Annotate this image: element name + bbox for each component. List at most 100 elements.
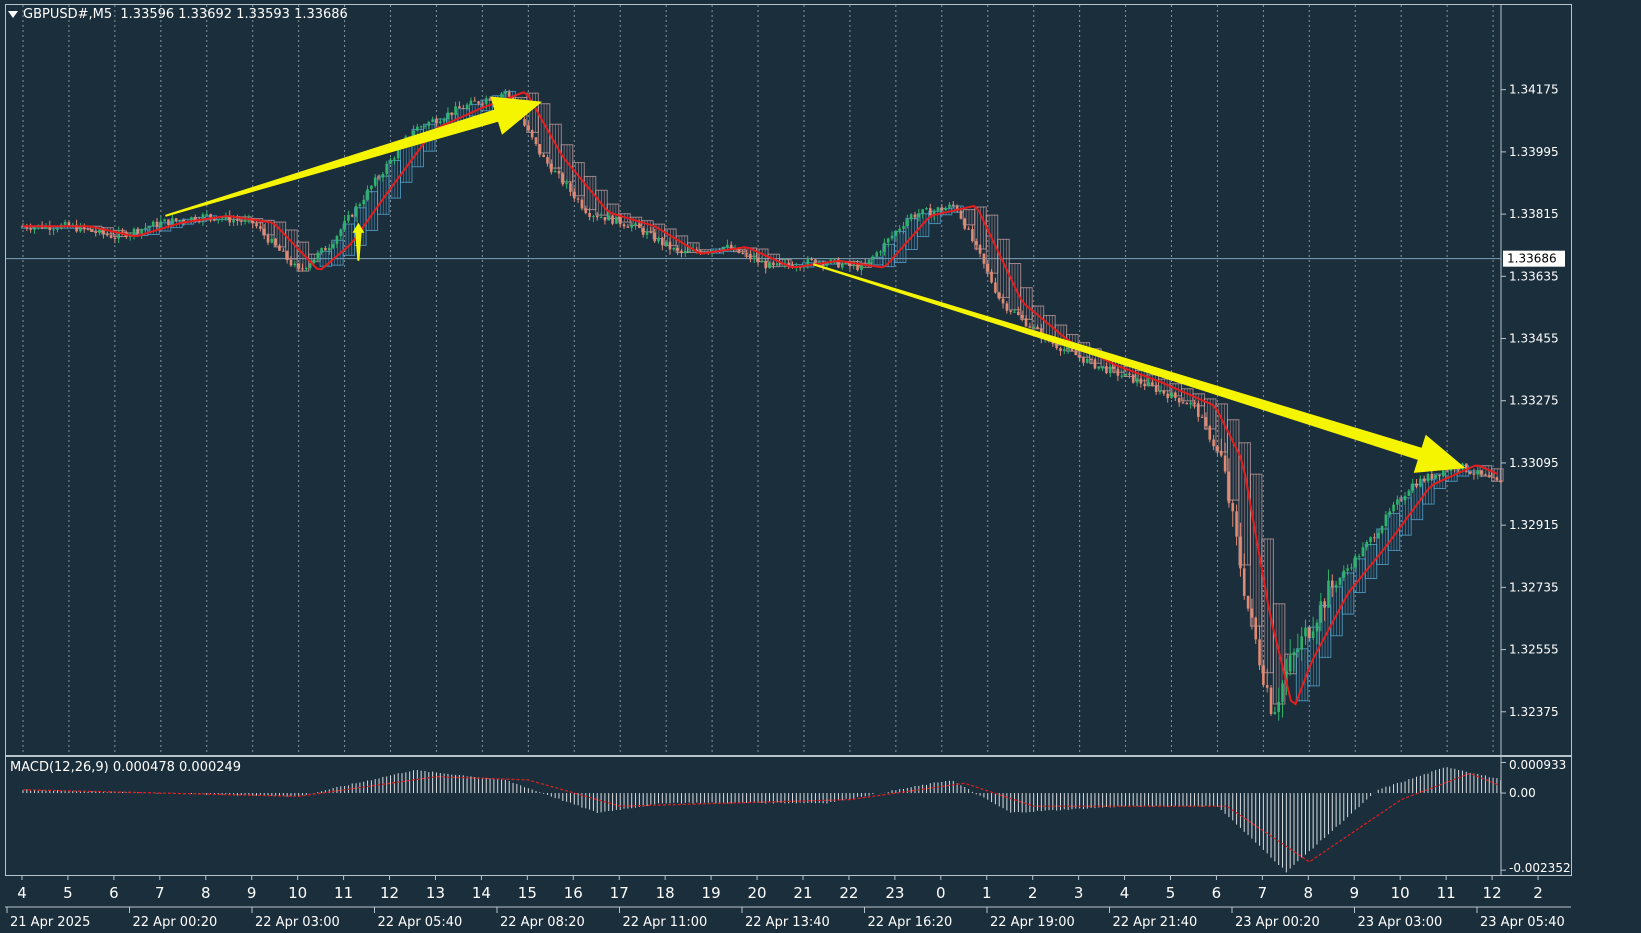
candle-body [974,241,978,245]
candle-body [879,251,882,253]
candle-body [909,214,913,220]
hour-label: 5 [63,884,73,902]
candle-body [1399,499,1403,501]
candle-body [327,247,331,251]
candle-body [477,101,480,104]
price-tick-label: 1.34175 [1509,83,1559,97]
candle-body [56,228,59,230]
candle-body [105,234,109,236]
candle-body [1288,655,1292,672]
candle-body [1484,474,1487,476]
candle-body [1373,537,1376,539]
candle-body [1128,373,1131,375]
candle-body [814,259,817,265]
candle-body [1216,446,1219,451]
trend-arrow [165,96,543,217]
price-chart-panel[interactable]: GBPUSD#,M5 1.33596 1.33692 1.33593 1.336… [5,4,1572,756]
candle-body [1384,514,1388,527]
candle-body [63,222,67,225]
candle-body [1070,347,1074,351]
candle-body [1162,390,1166,394]
moving-average-line [23,91,1499,706]
candle-body [1005,303,1009,311]
candle-body [1350,567,1353,569]
candle-body [1319,601,1323,623]
candle-body [584,208,588,214]
candle-body [1388,511,1392,515]
candle-body [890,235,894,239]
date-label: 22 Apr 08:20 [500,915,585,930]
hour-label: 6 [109,884,119,902]
dropdown-triangle-icon[interactable] [8,11,18,18]
candle-body [1281,683,1284,702]
candle-body [435,119,438,124]
candle-body [427,121,431,126]
candle-body [1308,627,1311,638]
trend-arrow [812,263,1466,473]
candle-body [33,226,36,230]
candle-body [944,207,947,211]
candle-body [967,228,970,230]
candle-body [1273,711,1277,714]
candle-body [764,261,767,269]
candle-body [917,214,921,218]
hour-label: 23 [885,884,904,902]
candle-body [898,228,901,231]
chart-header: GBPUSD#,M5 1.33596 1.33692 1.33593 1.336… [8,7,348,22]
macd-tick-label: 0.000933 [1509,758,1566,772]
candle-body [1028,326,1032,328]
candle-body [1396,499,1399,505]
hour-label: 1 [982,884,992,902]
candle-body [1495,477,1499,481]
candle-body [1419,478,1422,487]
price-tick-label: 1.33275 [1509,394,1559,408]
candle-body [680,250,683,254]
candle-body [1105,366,1108,374]
hour-label: 16 [564,884,583,902]
candle-body [1078,355,1081,358]
candle-body [1108,366,1112,374]
candle-body [1143,383,1147,387]
candle-body [1415,483,1418,487]
candle-body [1457,468,1460,470]
candle-body [737,247,741,253]
candle-body [611,215,614,224]
macd-panel[interactable]: MACD(12,26,9) 0.000478 0.000249 0.000933… [5,756,1572,876]
candle-body [239,220,243,222]
candle-body [297,263,300,269]
candle-body [1403,495,1407,501]
candle-body [500,93,503,98]
candle-body [1315,622,1319,632]
candle-body [595,216,599,218]
candle-body [289,259,293,266]
candle-body [507,91,511,97]
price-tick-label: 1.33455 [1509,332,1559,346]
candle-body [848,261,852,266]
hour-label: 14 [472,884,491,902]
candle-body [856,263,859,271]
candle-body [171,218,174,226]
candle-body [109,235,113,238]
candle-body [343,220,346,230]
candle-body [144,227,147,229]
candle-body [1151,382,1154,386]
candle-body [664,241,668,246]
candle-body [1112,366,1116,369]
candle-body [48,225,52,230]
candle-body [320,248,323,253]
candle-body [875,252,879,257]
candle-body [959,210,963,219]
candle-body [1292,652,1296,656]
candle-body [481,103,484,105]
candle-body [197,220,201,222]
candle-body [840,263,844,268]
date-label: 22 Apr 16:20 [868,915,953,930]
candle-body [538,143,542,155]
date-label: 23 Apr 00:20 [1235,915,1320,930]
candle-body [630,224,634,228]
candle-body [1357,556,1361,558]
candle-body [871,256,875,260]
candle-body [1158,390,1162,393]
price-tick-label: 1.32735 [1509,580,1559,594]
candle-body [553,171,557,173]
